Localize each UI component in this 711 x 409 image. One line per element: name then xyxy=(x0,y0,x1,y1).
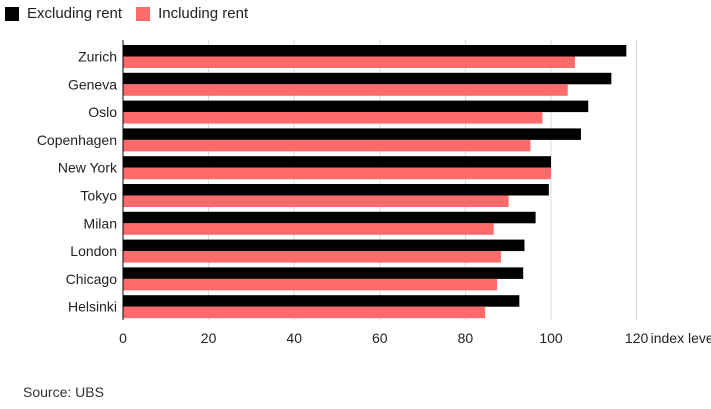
x-tick-label-80: 80 xyxy=(458,330,474,346)
bar-including-copenhagen xyxy=(123,139,531,152)
x-axis-label: index level xyxy=(651,330,711,346)
bar-including-geneva xyxy=(123,84,568,96)
legend-item-including: Including rent xyxy=(136,5,248,22)
x-tick-label-20: 20 xyxy=(201,330,217,346)
category-label-london: London xyxy=(70,243,117,259)
category-label-tokyo: Tokyo xyxy=(80,188,117,204)
bar-excluding-tokyo xyxy=(123,184,549,196)
bar-including-milan xyxy=(123,223,494,235)
category-label-milan: Milan xyxy=(84,215,117,231)
bar-excluding-helsinki xyxy=(123,295,520,307)
x-tick-label-120: 120 xyxy=(625,330,649,346)
category-label-oslo: Oslo xyxy=(88,104,117,120)
bar-including-new-york xyxy=(123,167,551,180)
category-label-chicago: Chicago xyxy=(66,271,118,287)
bar-chart: Zurich Geneva Oslo Copenhagen New York Tokyo M… xyxy=(37,40,711,346)
x-tick-label-60: 60 xyxy=(372,330,388,346)
category-label-zurich: Zurich xyxy=(78,49,117,65)
x-tick-label-100: 100 xyxy=(539,330,563,346)
bar-including-zurich xyxy=(123,56,575,68)
legend-item-excluding: Excluding rent xyxy=(5,5,122,22)
legend-swatch-excluding xyxy=(5,6,19,21)
x-tick-label-40: 40 xyxy=(286,330,302,346)
bar-including-helsinki xyxy=(123,306,486,319)
bar-excluding-oslo xyxy=(123,100,589,113)
legend-swatch-including xyxy=(136,6,151,21)
bar-including-tokyo xyxy=(123,195,509,207)
bar-including-oslo xyxy=(123,112,543,124)
bar-excluding-chicago xyxy=(123,267,524,279)
category-label-geneva: Geneva xyxy=(68,76,117,92)
category-label-helsinki: Helsinki xyxy=(68,299,117,315)
legend-label-excluding: Excluding rent xyxy=(27,5,123,22)
bar-excluding-copenhagen xyxy=(123,128,581,140)
bar-excluding-zurich xyxy=(123,45,627,57)
source-note: Source: UBS xyxy=(23,384,104,400)
bar-excluding-new-york xyxy=(123,156,551,168)
bar-excluding-geneva xyxy=(123,72,612,85)
category-label-copenhagen: Copenhagen xyxy=(37,132,117,148)
bar-excluding-london xyxy=(123,239,525,252)
bar-including-london xyxy=(123,251,501,263)
legend-label-including: Including rent xyxy=(158,5,249,22)
x-tick-label-0: 0 xyxy=(119,330,127,346)
bar-excluding-milan xyxy=(123,211,536,224)
chart-legend: Excluding rent Including rent xyxy=(5,5,262,22)
bar-including-chicago xyxy=(123,278,498,291)
category-label-new-york: New York xyxy=(58,160,118,176)
